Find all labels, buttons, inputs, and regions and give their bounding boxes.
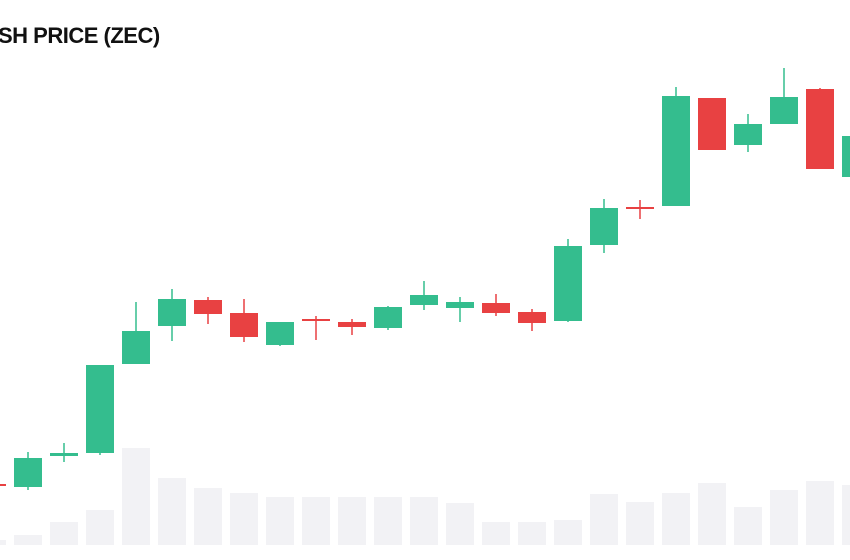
volume-bar xyxy=(734,507,762,545)
candle-body xyxy=(842,136,850,177)
volume-bar xyxy=(410,497,438,545)
volume-bar xyxy=(662,493,690,545)
volume-bar xyxy=(446,503,474,545)
volume-bar xyxy=(842,485,850,545)
volume-bar xyxy=(770,490,798,545)
chart-title: SH PRICE (ZEC) xyxy=(0,23,160,48)
candle-body xyxy=(662,96,690,206)
volume-bar xyxy=(590,494,618,545)
volume-bar xyxy=(194,488,222,545)
volume-bar xyxy=(122,448,150,545)
candle-body xyxy=(194,300,222,314)
volume-bar xyxy=(518,522,546,545)
candle-body xyxy=(446,302,474,308)
candle-body xyxy=(410,295,438,305)
candle-body xyxy=(158,299,186,326)
volume-bar xyxy=(266,497,294,545)
volume-layer xyxy=(0,448,850,545)
volume-bar xyxy=(626,502,654,545)
candle-body xyxy=(86,365,114,453)
candle-body xyxy=(50,453,78,456)
candle-body xyxy=(374,307,402,328)
volume-bar xyxy=(50,522,78,545)
candle-body xyxy=(518,312,546,323)
volume-bar xyxy=(554,520,582,545)
candle-body xyxy=(230,313,258,337)
candle-body xyxy=(698,98,726,150)
volume-bar xyxy=(14,535,42,545)
candle-body xyxy=(554,246,582,321)
volume-bar xyxy=(374,497,402,545)
candle-body xyxy=(770,97,798,124)
volume-bar xyxy=(482,522,510,545)
volume-bar xyxy=(230,493,258,545)
candle-body xyxy=(122,331,150,364)
volume-bar xyxy=(0,540,6,545)
candle-body xyxy=(14,458,42,487)
candle-body xyxy=(266,322,294,345)
candle-body xyxy=(482,303,510,313)
volume-bar xyxy=(698,483,726,545)
candle-body xyxy=(806,89,834,169)
candle-body xyxy=(0,484,6,486)
volume-bar xyxy=(806,481,834,545)
volume-bar xyxy=(86,510,114,545)
candle-layer xyxy=(0,68,850,490)
volume-bar xyxy=(302,497,330,545)
candle-body xyxy=(302,319,330,321)
candle-body xyxy=(626,207,654,209)
candle-body xyxy=(590,208,618,245)
volume-bar xyxy=(338,497,366,545)
candle-body xyxy=(338,322,366,327)
volume-bar xyxy=(158,478,186,545)
candle-body xyxy=(734,124,762,145)
